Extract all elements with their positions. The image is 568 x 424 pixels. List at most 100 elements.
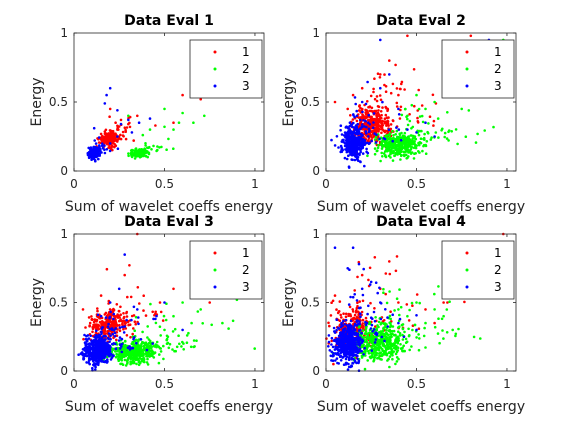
data-point: [149, 303, 152, 306]
data-point: [112, 354, 115, 357]
data-point: [400, 139, 403, 142]
data-point: [357, 156, 360, 159]
data-point: [410, 345, 413, 348]
data-point: [328, 325, 331, 328]
data-point: [349, 306, 352, 309]
data-point: [359, 329, 362, 332]
subplot-3: 0 0.5 100.51Data Eval 3Sum of wavelet coef…: [29, 214, 273, 415]
data-point: [427, 132, 430, 135]
y-tick-label: 0.5: [301, 95, 320, 109]
data-point: [403, 88, 406, 91]
data-point: [133, 314, 136, 317]
data-point: [363, 141, 366, 144]
data-point: [367, 350, 370, 353]
data-point: [109, 311, 112, 314]
data-point: [390, 347, 393, 350]
data-point: [356, 301, 359, 304]
data-point: [141, 331, 144, 334]
data-point: [129, 336, 132, 339]
data-point: [344, 327, 347, 330]
data-point: [339, 314, 342, 317]
data-point: [356, 147, 359, 150]
data-point: [84, 342, 87, 345]
data-point: [139, 352, 142, 355]
data-point: [416, 117, 419, 120]
data-point: [107, 323, 110, 326]
data-point: [353, 153, 356, 156]
data-point: [415, 329, 418, 332]
data-point: [151, 342, 154, 345]
chart-title: Data Eval 1: [124, 13, 214, 29]
subplot-2: 0 0.5 100.51Data Eval 2Sum of wavelet coef…: [281, 13, 525, 215]
data-point: [126, 296, 129, 299]
data-point: [376, 95, 379, 98]
data-point: [331, 337, 334, 340]
data-point: [105, 353, 108, 356]
data-point: [386, 325, 389, 328]
data-point: [387, 120, 390, 123]
data-point: [93, 321, 96, 324]
data-point: [352, 122, 355, 125]
data-point: [365, 103, 368, 106]
data-point: [337, 146, 340, 149]
y-axis-label: Energy: [29, 77, 45, 126]
data-point: [424, 346, 427, 349]
legend-label: 1: [242, 45, 250, 59]
data-point: [368, 114, 371, 117]
data-point: [154, 318, 157, 321]
data-point: [403, 331, 406, 334]
data-point: [122, 328, 125, 331]
data-point: [93, 336, 96, 339]
data-point: [387, 358, 390, 361]
data-point: [388, 290, 391, 293]
data-point: [193, 345, 196, 348]
data-point: [174, 350, 177, 353]
data-point: [104, 102, 107, 105]
data-point: [422, 121, 425, 124]
data-point: [379, 87, 382, 90]
data-point: [366, 155, 369, 158]
data-point: [352, 362, 355, 365]
legend-marker: [214, 51, 217, 54]
data-point: [142, 309, 145, 312]
data-point: [96, 354, 99, 357]
data-point: [86, 339, 89, 342]
data-point: [370, 327, 373, 330]
data-point: [447, 139, 450, 142]
data-point: [343, 323, 346, 326]
data-point: [335, 329, 338, 332]
data-point: [88, 337, 91, 340]
x-tick-label: 1: [503, 177, 511, 191]
data-point: [433, 101, 436, 104]
data-point: [359, 339, 362, 342]
data-point: [152, 145, 155, 148]
data-point: [332, 359, 335, 362]
data-point: [166, 335, 169, 338]
data-point: [352, 330, 355, 333]
data-point: [122, 317, 125, 320]
data-point: [371, 107, 374, 110]
data-point: [375, 328, 378, 331]
data-point: [137, 286, 140, 289]
data-point: [375, 141, 378, 144]
data-point: [377, 109, 380, 112]
data-point: [366, 100, 369, 103]
data-point: [357, 311, 360, 314]
data-point: [151, 353, 154, 356]
legend-marker: [466, 68, 469, 71]
data-point: [97, 314, 100, 317]
data-point: [408, 335, 411, 338]
data-point: [382, 342, 385, 345]
data-point: [359, 151, 362, 154]
data-point: [473, 336, 476, 339]
data-point: [361, 288, 364, 291]
data-point: [437, 117, 440, 120]
data-point: [167, 138, 170, 141]
data-point: [133, 306, 136, 309]
data-point: [394, 334, 397, 337]
data-point: [347, 150, 350, 153]
data-point: [365, 132, 368, 135]
data-point: [398, 288, 401, 291]
data-point: [399, 117, 402, 120]
